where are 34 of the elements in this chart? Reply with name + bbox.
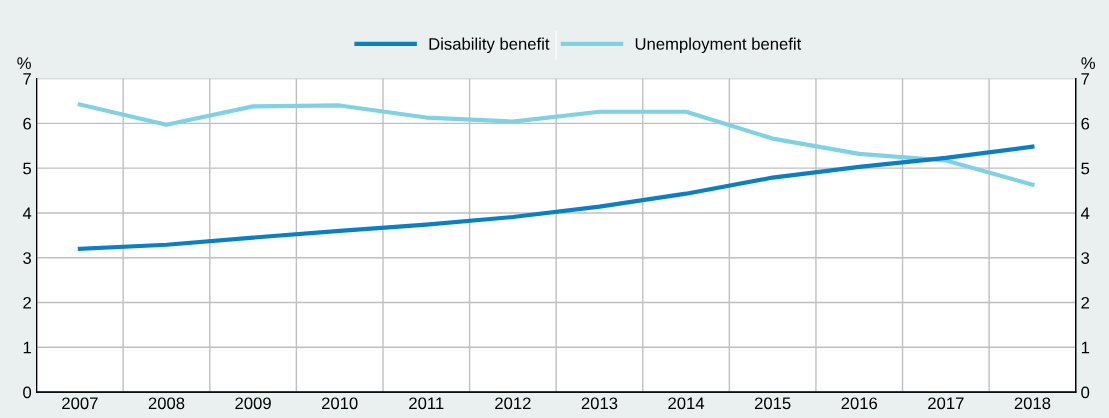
x-tick-label: 2016 xyxy=(841,397,878,410)
x-tick-label: 2007 xyxy=(62,397,98,410)
x-tick-label: 2010 xyxy=(321,397,358,410)
legend-label: Disability benefit xyxy=(429,37,550,54)
y2-tick-label: 2 xyxy=(1081,296,1090,309)
x-tick-label: 2011 xyxy=(409,397,444,410)
y2-tick-label: 3 xyxy=(1081,252,1090,264)
y-tick-label: 5 xyxy=(23,162,32,175)
y-tick-label: 0 xyxy=(23,386,32,399)
x-tick-label: 2014 xyxy=(668,397,705,410)
y2-axis-title: % xyxy=(1081,57,1096,69)
line-series xyxy=(77,144,1035,251)
y2-tick-label: 5 xyxy=(1081,162,1090,175)
x-tick-label: 2013 xyxy=(581,397,618,410)
y-tick-label: 1 xyxy=(23,341,31,354)
y-tick-label: 7 xyxy=(23,73,31,85)
x-tick-label: 2008 xyxy=(148,397,185,410)
x-tick-label: 2017 xyxy=(928,397,964,410)
line-series xyxy=(77,102,1035,187)
y-tick-label: 6 xyxy=(23,117,31,130)
y-tick-label: 3 xyxy=(23,252,31,264)
y-axis-title: % xyxy=(17,57,31,69)
y-tick-label: 2 xyxy=(23,296,31,309)
y2-tick-label: 6 xyxy=(1081,117,1090,130)
legend-label: Unemployment benefit xyxy=(635,37,802,54)
y2-tick-label: 1 xyxy=(1081,341,1090,354)
x-tick-label: 2015 xyxy=(754,397,791,410)
x-tick-label: 2018 xyxy=(1014,397,1051,410)
y2-tick-label: 0 xyxy=(1081,386,1090,399)
x-tick-label: 2012 xyxy=(495,397,531,410)
y2-tick-label: 7 xyxy=(1081,73,1090,85)
x-tick-label: 2009 xyxy=(235,397,271,410)
y2-tick-label: 4 xyxy=(1080,207,1090,219)
y-tick-label: 4 xyxy=(22,207,32,219)
